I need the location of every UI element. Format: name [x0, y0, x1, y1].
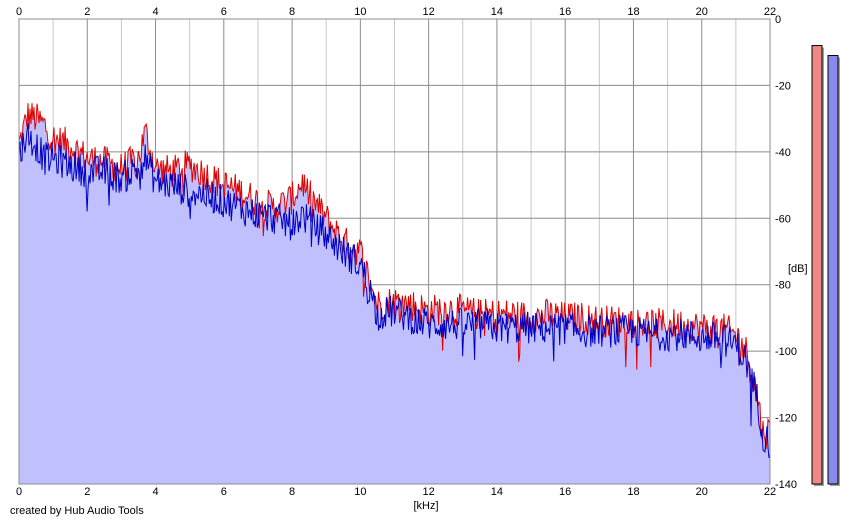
x-axis-label: [kHz] [413, 500, 438, 512]
x-tick-label-top: 16 [559, 6, 571, 18]
x-tick-label-top: 6 [221, 6, 227, 18]
x-tick-label-top: 8 [289, 6, 295, 18]
plot-border [18, 18, 771, 485]
x-tick-label-top: 4 [152, 6, 158, 18]
level-meter-left [811, 45, 823, 485]
x-tick-label-bottom: 14 [491, 486, 503, 498]
x-tick-label-top: 18 [627, 6, 639, 18]
y-tick-label: 0 [775, 14, 781, 26]
x-tick-label-top: 20 [696, 6, 708, 18]
x-tick-label-top: 12 [423, 6, 435, 18]
x-tick-label-bottom: 8 [289, 486, 295, 498]
x-tick-label-bottom: 4 [152, 486, 158, 498]
level-meters [811, 45, 840, 487]
x-tick-label-top: 0 [16, 6, 22, 18]
x-tick-label-top: 14 [491, 6, 503, 18]
y-tick-label: -40 [775, 147, 791, 159]
y-tick-label: -100 [775, 346, 797, 358]
x-tick-label-bottom: 18 [627, 486, 639, 498]
y-tick-label: -60 [775, 213, 791, 225]
y-tick-label: -140 [775, 479, 797, 491]
x-tick-label-top: 22 [764, 6, 776, 18]
x-tick-label-top: 2 [84, 6, 90, 18]
x-tick-label-bottom: 10 [354, 486, 366, 498]
x-tick-label-bottom: 2 [84, 486, 90, 498]
x-tick-label-bottom: 6 [221, 486, 227, 498]
x-tick-label-bottom: 12 [423, 486, 435, 498]
y-tick-label: -80 [775, 280, 791, 292]
y-axis-label: [dB] [788, 263, 808, 275]
series-line-right-channel [18, 123, 771, 459]
x-tick-label-bottom: 22 [764, 486, 776, 498]
axes: 002244668810101212141416161818202022220-… [16, 6, 797, 498]
y-tick-label: -20 [775, 80, 791, 92]
y-tick-label: -120 [775, 413, 797, 425]
credit-text: created by Hub Audio Tools [10, 505, 144, 517]
x-tick-label-bottom: 0 [16, 486, 22, 498]
x-tick-label-bottom: 16 [559, 486, 571, 498]
x-tick-label-bottom: 20 [696, 486, 708, 498]
level-meter-right [827, 55, 839, 485]
x-tick-label-top: 10 [354, 6, 366, 18]
